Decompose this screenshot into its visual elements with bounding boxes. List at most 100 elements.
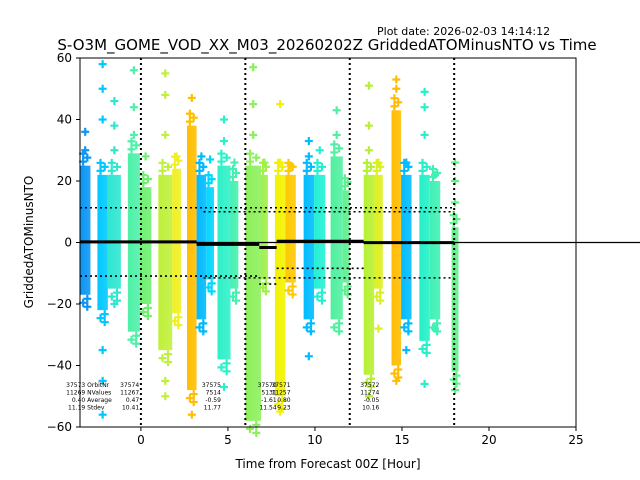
outlier-point	[110, 300, 119, 308]
outlier-point	[199, 319, 208, 328]
outlier-point	[276, 100, 285, 109]
stat-average: -0.59	[205, 397, 221, 404]
outlier-point	[431, 324, 440, 333]
data-column	[363, 174, 375, 375]
stat-label: OrbitNr	[87, 382, 110, 389]
stat-label: Average	[87, 397, 112, 404]
data-column	[285, 174, 296, 283]
outlier-point	[96, 314, 105, 323]
outlier-point	[96, 166, 105, 175]
outlier-point	[141, 152, 150, 161]
outlier-point	[220, 383, 229, 392]
outlier-point	[392, 75, 401, 84]
outlier-point	[402, 158, 411, 167]
outlier-point	[402, 346, 411, 355]
stat-nvalues: 7514	[206, 390, 221, 397]
outlier-point	[302, 323, 311, 332]
outlier-point	[220, 137, 229, 146]
data-column	[245, 165, 261, 421]
outlier-point	[418, 344, 427, 353]
outlier-point	[366, 162, 375, 171]
outlier-point	[110, 97, 119, 106]
outlier-point	[100, 310, 109, 319]
outlier-point	[315, 146, 324, 155]
data-column	[303, 174, 315, 320]
outlier-point	[161, 69, 170, 78]
outlier-point	[197, 152, 206, 161]
y-tick-label: 20	[57, 174, 72, 188]
outlier-point	[207, 287, 216, 296]
outlier-point	[98, 376, 107, 385]
outlier-point	[330, 140, 339, 149]
data-column	[107, 174, 121, 289]
outlier-point	[302, 166, 311, 175]
data-column	[342, 190, 350, 283]
outlier-point	[81, 146, 90, 155]
outlier-point	[249, 100, 258, 109]
outlier-point	[129, 103, 138, 112]
outlier-point	[132, 339, 141, 348]
outlier-point	[206, 155, 215, 164]
data-column	[419, 174, 430, 341]
outlier-point	[112, 162, 121, 171]
outlier-point	[217, 157, 226, 166]
stat-orbit: 37575	[202, 382, 221, 389]
outlier-point	[228, 165, 237, 173]
outlier-point	[98, 84, 107, 93]
stat-nvalues: 11269	[66, 390, 85, 397]
outlier-point	[158, 354, 167, 363]
outlier-point	[98, 410, 107, 419]
outlier-point	[174, 321, 183, 330]
outlier-point	[278, 162, 287, 171]
outlier-point	[422, 340, 431, 349]
outlier-point	[364, 146, 373, 155]
stat-nvalues: 11257	[271, 390, 290, 397]
outlier-point	[362, 378, 371, 387]
outlier-point	[195, 158, 204, 167]
stat-nvalues: 5131	[261, 390, 276, 397]
outlier-point	[340, 174, 349, 183]
outlier-point	[164, 350, 173, 359]
outlier-point	[288, 282, 297, 291]
outlier-point	[185, 117, 194, 126]
outlier-point	[390, 102, 399, 111]
data-column	[139, 187, 152, 304]
outlier-point	[185, 109, 194, 118]
outlier-point	[420, 130, 429, 139]
data-column	[187, 125, 197, 391]
stat-average: 0.80	[277, 397, 291, 404]
plot-date: Plot date: 2026-02-03 14:14:12	[377, 25, 550, 38]
outlier-point	[83, 302, 92, 311]
outlier-point	[420, 379, 429, 388]
outlier-point	[274, 400, 283, 409]
outlier-point	[83, 153, 92, 162]
outlier-point	[96, 158, 105, 167]
outlier-point	[286, 161, 295, 170]
data-column	[206, 187, 215, 280]
data-column	[391, 110, 402, 366]
outlier-point	[172, 152, 181, 161]
outlier-point	[161, 130, 170, 139]
outlier-point	[129, 66, 138, 75]
outlier-point	[246, 157, 255, 166]
y-tick-label: −60	[47, 420, 72, 434]
data-column	[374, 174, 383, 289]
outlier-point	[98, 115, 107, 124]
outlier-point	[199, 162, 208, 171]
outlier-point	[330, 323, 339, 332]
y-axis-label: GriddedATOMinusNTO	[22, 176, 36, 309]
outlier-point	[404, 162, 413, 171]
outlier-point	[187, 93, 196, 102]
data-column	[158, 174, 173, 351]
outlier-point	[195, 323, 204, 332]
outlier-point	[107, 166, 116, 175]
stat-stdev: 11.77	[204, 405, 221, 412]
outlier-point	[394, 98, 403, 107]
outlier-point	[364, 392, 373, 401]
outlier-point	[392, 376, 401, 385]
